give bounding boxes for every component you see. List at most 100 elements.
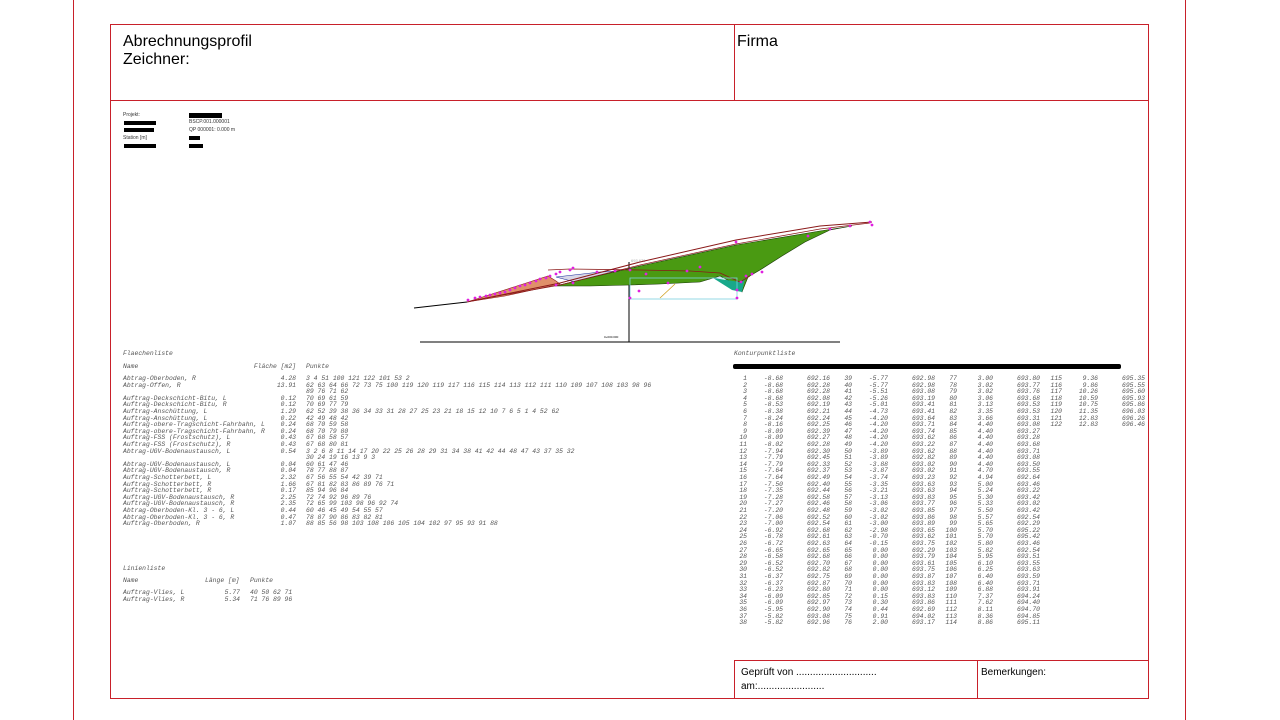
point-number: 93 [949, 480, 957, 488]
point-x: 0.00 [872, 553, 888, 561]
contour-row: 49 -4.20 693.22 [840, 441, 940, 449]
point-x: -8.53 [763, 401, 783, 409]
point-number: 44 [844, 408, 852, 415]
point-x: -7.28 [763, 493, 783, 501]
contour-point-marker [613, 269, 617, 273]
point-number: 31 [739, 573, 747, 580]
point-number: 108 [945, 579, 957, 587]
point-number: 34 [739, 592, 747, 600]
point-x: -6.09 [763, 599, 783, 607]
point-x: -6.52 [763, 559, 783, 567]
point-x: -6.72 [763, 540, 783, 547]
point-y: 693.68 [1016, 394, 1040, 402]
contour-row: 88 4.40 693.71 [945, 447, 1045, 456]
point-number: 83 [949, 414, 957, 422]
point-x: -7.64 [763, 474, 783, 481]
point-x: -3.87 [868, 467, 888, 475]
contour-row: 80 3.06 693.68 [945, 394, 1045, 403]
point-number: 101 [945, 533, 957, 541]
point-number: 43 [844, 401, 852, 409]
contour-row: 65 0.00 692.29 [840, 546, 940, 555]
checked-by-field: Geprüft von ............................… [741, 667, 877, 678]
area-row: Auftrag-Anschüttung, L 0.22 42 49 48 42 [0, 415, 348, 423]
area-points: 78 77 88 87 [306, 467, 349, 475]
point-y: 692.29 [911, 546, 935, 554]
area-row: Abtrag-UGV-Bodenaustausch, R 0.04 78 77 88… [0, 468, 348, 475]
contour-row: 94 5.24 693.22 [945, 488, 1045, 495]
contour-point-marker [806, 234, 810, 238]
point-x: -6.65 [763, 546, 783, 554]
point-number: 115 [1050, 375, 1062, 382]
point-x: -3.35 [868, 480, 888, 488]
area-row: Auftrag-UGV-Bodenaustausch, R 2.25 72 74 9… [0, 494, 371, 502]
area-points: 62 52 39 38 36 34 33 31 28 27 25 23 21 1… [306, 408, 560, 415]
line-length: 5.77 [224, 589, 240, 596]
point-number: 78 [949, 381, 957, 389]
contour-point-marker [544, 276, 548, 280]
point-y: 692.46 [806, 500, 830, 508]
point-number: 110 [945, 592, 957, 600]
area-value: 0.17 [280, 487, 296, 495]
contour-row: 45 -4.20 693.64 [840, 415, 940, 423]
point-y: 693.08 [911, 388, 935, 396]
area-points: 89 76 71 62 [306, 388, 349, 396]
point-number: 104 [945, 553, 957, 561]
point-y: 693.46 [1016, 540, 1040, 547]
point-x: 0.15 [872, 592, 888, 600]
contour-row: 81 3.13 693.53 [945, 402, 1045, 409]
point-y: 693.50 [1016, 460, 1040, 468]
contour-point-marker [503, 290, 507, 294]
contour-row: 5 -8.53 692.19 [735, 402, 835, 409]
point-x: 4.94 [977, 474, 993, 481]
point-number: 118 [1050, 394, 1062, 402]
point-y: 692.69 [911, 606, 935, 613]
point-x: -3.13 [868, 493, 888, 501]
point-number: 33 [739, 586, 747, 594]
contour-row: 63 -0.70 693.62 [840, 534, 940, 541]
area-value: 0.12 [280, 401, 296, 409]
point-x: -6.92 [763, 526, 783, 534]
contour-point-marker [523, 283, 527, 287]
point-number: 50 [844, 447, 852, 455]
point-y: 692.98 [911, 381, 935, 389]
point-y: 693.85 [911, 507, 935, 514]
line-name: Auftrag-Vlies, L [123, 589, 185, 596]
point-number: 87 [949, 441, 957, 448]
point-y: 696.03 [1121, 408, 1145, 415]
contour-row: 77 3.00 693.80 [945, 375, 1045, 383]
point-y: 692.33 [806, 460, 830, 468]
signature-box: Geprüft von ............................… [734, 660, 1148, 698]
contour-row: 118 10.59 695.93 [1050, 394, 1150, 403]
area-points: 67 56 55 54 42 39 71 [306, 474, 383, 481]
point-number: 54 [844, 474, 852, 481]
contour-point-marker [750, 272, 754, 276]
point-number: 88 [949, 447, 957, 455]
point-number: 47 [844, 427, 852, 435]
contour-row: 68 0.00 693.75 [840, 567, 940, 574]
elevation-label: 693.670 [631, 258, 646, 263]
point-x: 4.70 [977, 467, 993, 475]
drafter-label: Zeichner: [123, 51, 190, 68]
point-x: -5.82 [763, 619, 783, 627]
point-number: 98 [949, 513, 957, 521]
contour-row: 102 5.80 693.46 [945, 540, 1045, 548]
point-x: -6.58 [763, 553, 783, 561]
area-name: Auftrag-Anschüttung, L [123, 408, 208, 415]
point-number: 97 [949, 507, 957, 514]
contour-row: 36 -5.95 692.90 [735, 606, 835, 614]
contour-list-title: Konturpunktliste [734, 350, 796, 357]
area-row: Auftrag-Anschüttung, L 1.29 62 52 39 38 36… [0, 408, 559, 416]
line-col-length: Länge [m] [205, 577, 240, 584]
point-x: -6.37 [763, 579, 783, 587]
point-x: 0.00 [872, 559, 888, 567]
point-x: -3.02 [868, 513, 888, 521]
point-number: 82 [949, 408, 957, 415]
point-number: 80 [949, 394, 957, 402]
point-number: 71 [844, 586, 852, 594]
point-y: 693.41 [911, 401, 935, 409]
contour-point-marker [488, 293, 492, 297]
point-y: 695.11 [1016, 619, 1040, 627]
contour-row: 98 5.57 692.54 [945, 513, 1045, 522]
contour-point-marker [698, 265, 702, 269]
point-x: 4.40 [977, 441, 993, 448]
